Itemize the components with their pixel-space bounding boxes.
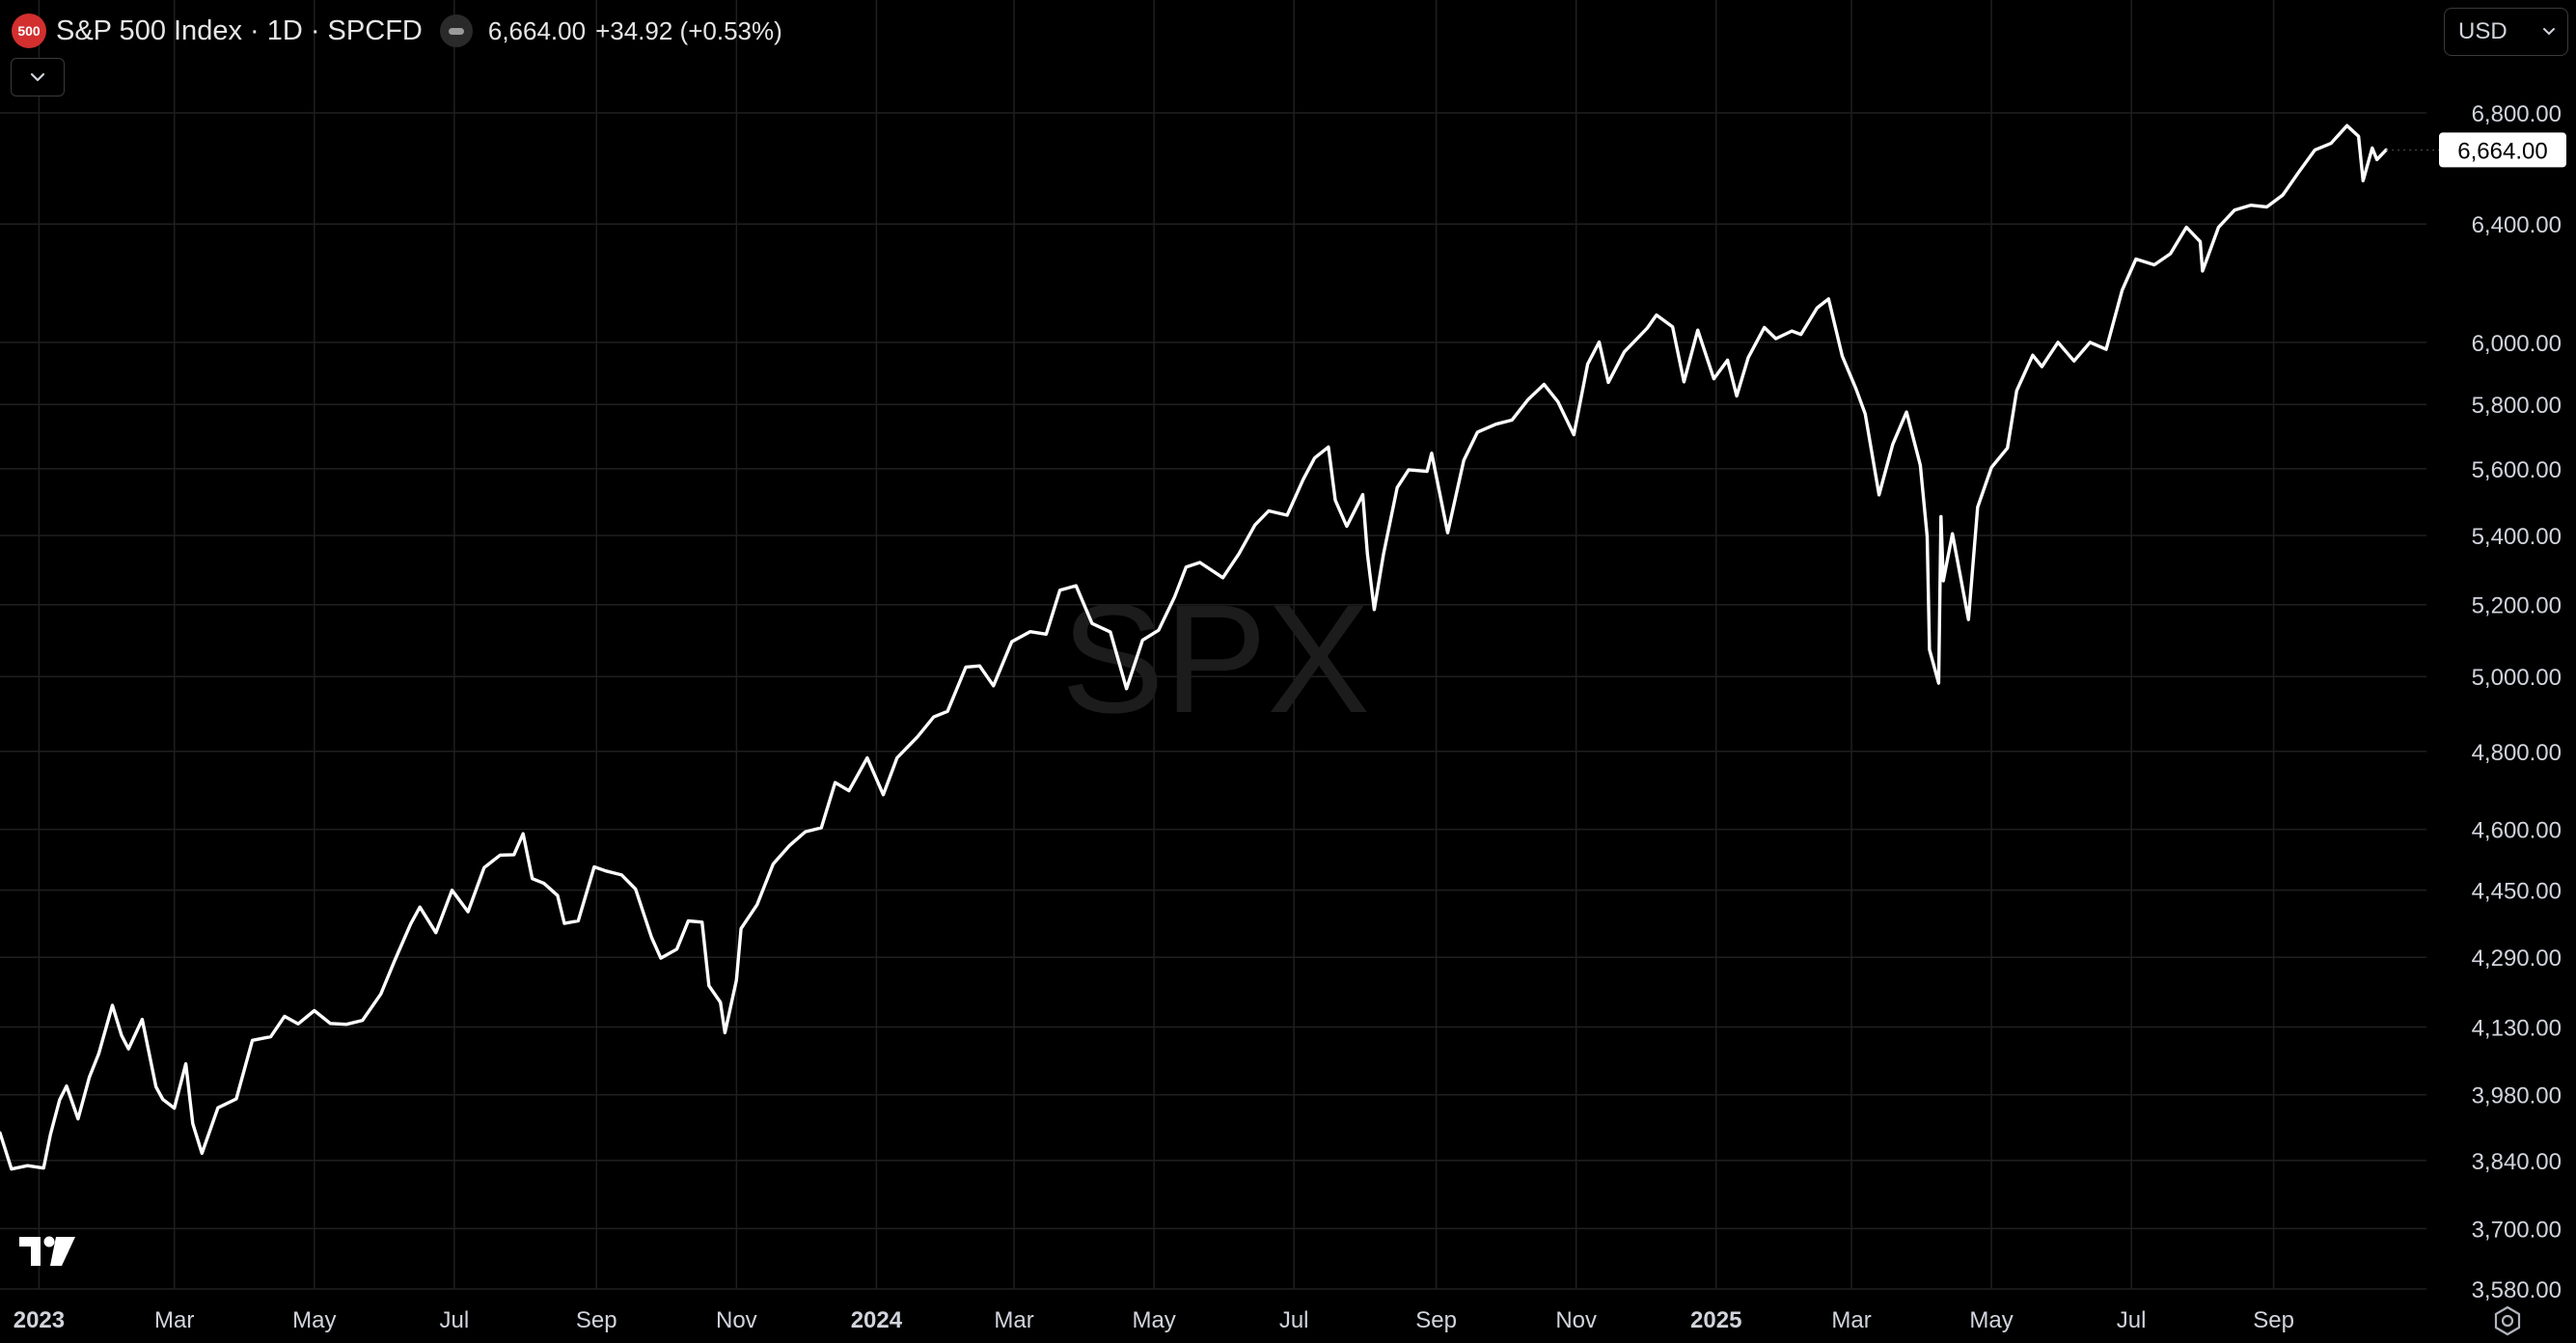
time-axis[interactable]: 2023 Mar May Jul Sep Nov 2024 Mar May Jul Sep Nov 20… xyxy=(14,1307,2294,1333)
symbol-title[interactable]: S&P 500 Index · 1D · SPCFD xyxy=(56,14,423,46)
x-tick-label: Jul xyxy=(1279,1307,1309,1333)
y-tick-label: 3,700.00 xyxy=(2472,1217,2562,1243)
last-price-label-box xyxy=(2439,132,2566,168)
symbol-header: 500 S&P 500 Index · 1D · SPCFD 6,664.00 … xyxy=(12,12,782,50)
last-price-label: 6,664.00 xyxy=(2457,138,2547,164)
x-tick-label: May xyxy=(1969,1307,2013,1333)
x-tick-label: Mar xyxy=(154,1307,194,1333)
chevron-down-icon xyxy=(30,72,45,82)
x-tick-label: Sep xyxy=(2253,1307,2294,1333)
y-tick-label: 6,400.00 xyxy=(2472,212,2562,238)
y-tick-label: 3,840.00 xyxy=(2472,1149,2562,1175)
y-tick-label: 5,000.00 xyxy=(2472,665,2562,691)
last-price-marker: 6,664.00 xyxy=(2386,132,2566,168)
price-axis[interactable]: 6,800.00 6,400.00 6,000.00 5,800.00 5,600.00… xyxy=(2472,101,2562,1303)
last-price: 6,664.00 xyxy=(487,15,587,45)
y-tick-label: 4,600.00 xyxy=(2472,818,2562,844)
y-tick-label: 5,200.00 xyxy=(2472,593,2562,619)
y-tick-label: 5,800.00 xyxy=(2472,393,2562,419)
y-tick-label: 4,130.00 xyxy=(2472,1015,2562,1041)
x-tick-label: May xyxy=(1132,1307,1175,1333)
y-tick-label: 6,800.00 xyxy=(2472,101,2562,127)
market-status-icon[interactable] xyxy=(439,14,473,47)
y-tick-label: 3,980.00 xyxy=(2472,1083,2562,1110)
x-tick-label: Sep xyxy=(576,1307,617,1333)
x-tick-label: 2023 xyxy=(14,1307,65,1333)
price-series-line xyxy=(0,123,2388,1171)
x-tick-label: Jul xyxy=(2117,1307,2147,1333)
x-tick-label: Mar xyxy=(1831,1307,1871,1333)
price-change: +34.92 (+0.53%) xyxy=(595,15,782,45)
y-tick-label: 4,450.00 xyxy=(2472,879,2562,905)
gear-icon[interactable] xyxy=(2491,1304,2524,1342)
x-tick-label: Nov xyxy=(1555,1307,1597,1333)
x-tick-label: 2025 xyxy=(1690,1307,1741,1333)
x-tick-label: Sep xyxy=(1415,1307,1457,1333)
x-tick-label: 2024 xyxy=(851,1307,903,1333)
y-tick-label: 6,000.00 xyxy=(2472,331,2562,357)
symbol-watermark: SPX xyxy=(1061,572,1370,745)
y-tick-label: 4,290.00 xyxy=(2472,946,2562,972)
price-line xyxy=(0,123,2388,1171)
chevron-down-icon xyxy=(2543,28,2555,36)
tradingview-logo-icon[interactable] xyxy=(17,1235,77,1273)
legend-collapse-button[interactable] xyxy=(11,58,65,96)
y-tick-label: 4,800.00 xyxy=(2472,740,2562,766)
y-tick-label: 3,580.00 xyxy=(2472,1277,2562,1303)
x-tick-label: May xyxy=(292,1307,336,1333)
x-tick-label: Jul xyxy=(439,1307,469,1333)
x-tick-label: Nov xyxy=(716,1307,757,1333)
currency-value: USD xyxy=(2458,18,2507,44)
y-tick-label: 5,400.00 xyxy=(2472,524,2562,550)
currency-select[interactable]: USD xyxy=(2444,8,2568,56)
x-tick-label: Mar xyxy=(994,1307,1033,1333)
symbol-badge[interactable]: 500 xyxy=(12,14,46,48)
chart-grid xyxy=(0,0,2426,1290)
y-tick-label: 5,600.00 xyxy=(2472,457,2562,483)
